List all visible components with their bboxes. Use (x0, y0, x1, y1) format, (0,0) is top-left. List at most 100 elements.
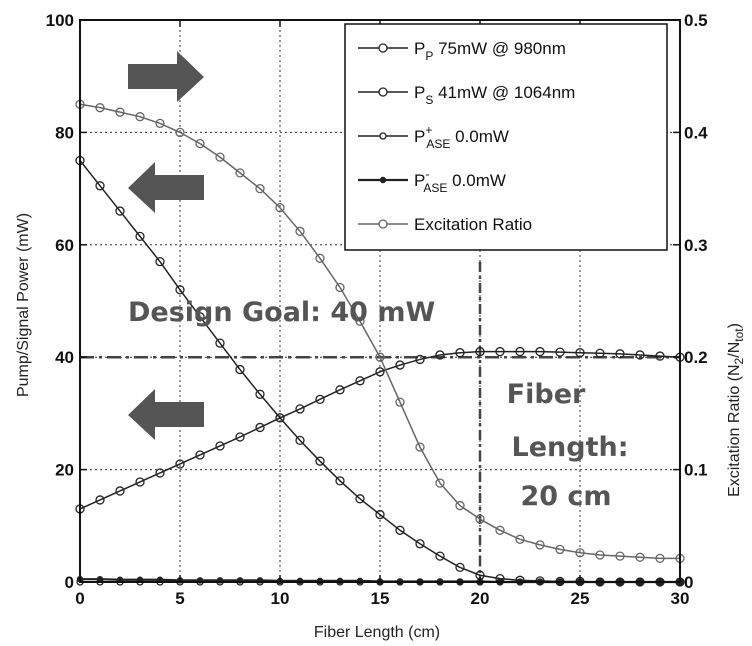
y-tick-left-label: 40 (55, 348, 74, 367)
legend-label: PP 75mW @ 980nm (414, 39, 566, 63)
arrow-left-icon (128, 389, 204, 440)
legend-item: PP 75mW @ 980nm (358, 39, 566, 63)
data-point (95, 181, 105, 191)
y-tick-left-label: 20 (55, 461, 74, 480)
data-point (495, 525, 505, 535)
data-point (255, 389, 265, 399)
y-tick-right-label: 0.1 (684, 461, 708, 480)
data-point (175, 285, 185, 295)
data-point (315, 394, 325, 405)
legend-marker (379, 132, 387, 140)
data-point (215, 441, 225, 451)
y-tick-right-label: 0.4 (684, 123, 708, 142)
data-point (295, 226, 305, 236)
x-tick-label: 10 (271, 589, 290, 608)
legend-marker (378, 219, 388, 229)
y-tick-left-label: 80 (55, 123, 74, 142)
data-point (475, 346, 485, 357)
data-point (235, 364, 245, 375)
y-axis-left-label: Pump/Signal Power (mW) (15, 213, 32, 397)
data-point (255, 422, 265, 433)
data-point (635, 350, 645, 360)
series-line (79, 103, 680, 560)
data-point (155, 468, 165, 478)
data-point (515, 534, 525, 544)
legend-marker (378, 43, 388, 53)
data-point (435, 478, 445, 488)
data-point (595, 348, 605, 358)
data-point (135, 112, 145, 122)
data-point (375, 367, 385, 377)
data-point (455, 500, 465, 511)
data-point (555, 347, 565, 357)
data-point (115, 206, 125, 216)
x-tick-label: 0 (75, 589, 84, 608)
data-point (415, 539, 425, 549)
data-point (275, 203, 285, 213)
x-tick-label: 15 (371, 589, 390, 608)
x-tick-label: 30 (671, 589, 690, 608)
data-point (155, 118, 165, 129)
legend-label: Excitation Ratio (414, 215, 532, 234)
x-axis-label: Fiber Length (cm) (314, 624, 440, 641)
data-point (555, 544, 565, 555)
data-point (415, 442, 425, 452)
data-point (295, 435, 305, 446)
y-tick-right-label: 0.3 (684, 236, 708, 255)
y-tick-left-label: 60 (55, 236, 74, 255)
data-point (655, 351, 665, 361)
y-tick-left-label: 0 (65, 573, 74, 592)
data-point (475, 514, 485, 524)
y-tick-left-label: 100 (46, 11, 74, 30)
data-point (395, 397, 405, 407)
legend-marker (378, 87, 388, 97)
data-point (575, 548, 585, 558)
x-tick-label: 20 (471, 589, 490, 608)
legend-label: PS 41mW @ 1064nm (414, 83, 575, 107)
data-point (95, 103, 105, 113)
legend-item: Excitation Ratio (358, 215, 532, 234)
data-point (515, 346, 525, 357)
data-point (335, 282, 345, 293)
data-point (495, 346, 505, 357)
legend: PP 75mW @ 980nm PS 41mW @ 1064nm P+ ASE 0.0… (344, 23, 668, 251)
data-point (455, 348, 465, 358)
data-point (135, 231, 145, 242)
series-4 (75, 99, 685, 564)
data-point (115, 486, 125, 496)
data-point (135, 477, 145, 487)
data-point (335, 385, 345, 395)
data-point (235, 168, 245, 178)
data-point (95, 495, 105, 505)
series-line (79, 350, 681, 510)
data-point (215, 338, 225, 348)
direction-arrows (128, 51, 204, 440)
data-point (455, 562, 465, 573)
data-point (195, 450, 205, 460)
data-point (535, 540, 545, 550)
data-point (635, 552, 645, 562)
y-tick-right-label: 0.5 (684, 11, 708, 30)
data-point (155, 257, 165, 267)
data-point (355, 376, 365, 386)
data-point (355, 316, 365, 326)
legend-item: PS 41mW @ 1064nm (358, 83, 575, 107)
x-tick-label: 5 (175, 589, 184, 608)
x-tick-label: 25 (571, 589, 590, 608)
data-point (175, 459, 185, 469)
data-point (615, 551, 625, 561)
legend-label: P+ ASE 0.0mW (414, 123, 509, 151)
data-point (535, 346, 545, 357)
data-point (315, 456, 325, 466)
legend-label: P-ASE 0.0mW (414, 167, 506, 195)
y-tick-right-label: 0 (684, 573, 693, 592)
arrow-left-icon (128, 162, 204, 213)
fiber-length-annotation-line3: 20 cm (520, 481, 611, 512)
data-point (375, 509, 385, 520)
data-point (615, 349, 625, 359)
design-goal-annotation: Design Goal: 40 mW (128, 297, 435, 328)
data-point (375, 352, 385, 362)
data-point (655, 553, 665, 564)
